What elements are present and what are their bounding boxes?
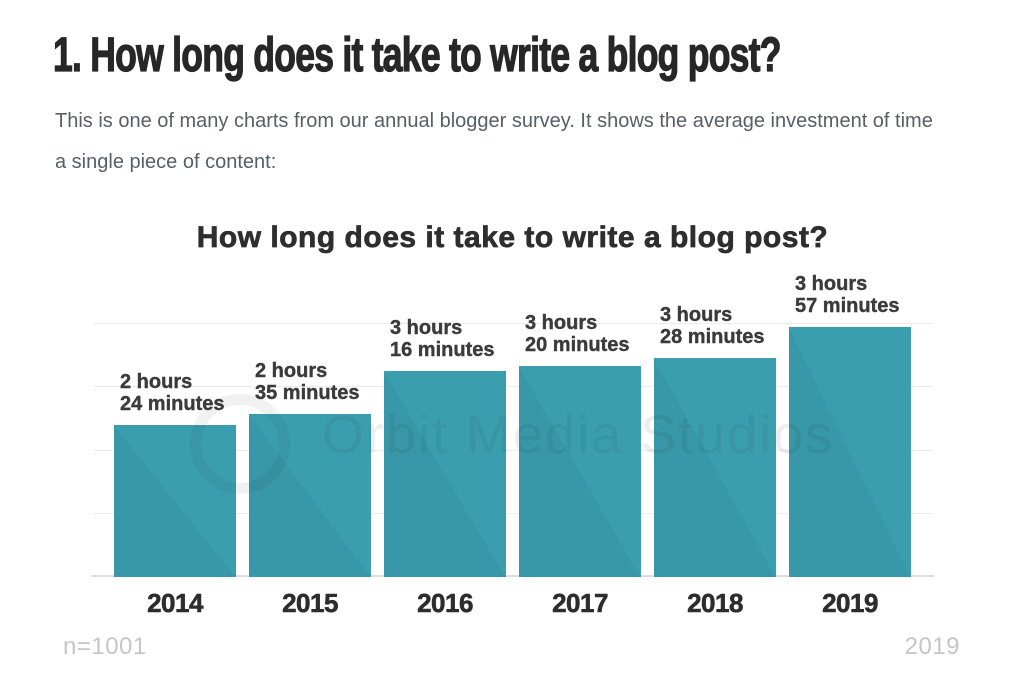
bar-value-label-line: 3 hours	[660, 303, 733, 326]
chart-plot-area: 2 hours 24 minutes 2014 2 hours 35 minutes 20…	[91, 273, 934, 618]
bar-value-label-line: 3 hours	[525, 312, 598, 335]
bar-value-label-line: 3 hours	[795, 273, 868, 296]
gridline	[93, 323, 932, 325]
bar-value-label-line: 16 minutes	[390, 338, 495, 361]
bar-2015	[249, 413, 371, 577]
bar-value-label-2018: 3 hours 28 minutes	[660, 303, 765, 348]
gridline	[93, 512, 932, 514]
bar-value-label-2017: 3 hours 20 minutes	[525, 312, 630, 357]
intro-paragraph: This is one of many charts from our annu…	[55, 101, 933, 183]
x-axis-line	[91, 575, 934, 577]
bar-2016	[384, 370, 506, 577]
bar-value-label-2019: 3 hours 57 minutes	[795, 273, 900, 318]
intro-line-1: This is one of many charts from our annu…	[55, 110, 933, 132]
x-axis-label-2014: 2014	[147, 588, 204, 619]
bar-value-label-2014: 2 hours 24 minutes	[120, 371, 225, 416]
x-axis-label-2016: 2016	[417, 588, 474, 619]
bar-value-label-2015: 2 hours 35 minutes	[255, 359, 360, 404]
bar-2014	[114, 425, 236, 577]
gridline	[93, 386, 932, 388]
x-axis-label-2017: 2017	[552, 588, 609, 619]
bar-value-label-line: 24 minutes	[120, 393, 225, 416]
page-title: 1. How long does it take to write a blog…	[53, 28, 782, 82]
chart-title: How long does it take to write a blog po…	[196, 221, 829, 255]
x-axis-label-2015: 2015	[282, 588, 339, 619]
survey-year-note: 2019	[904, 633, 960, 660]
bar-2017	[519, 366, 641, 577]
sample-size-note: n=1001	[63, 633, 147, 660]
x-axis-label-2019: 2019	[822, 588, 879, 619]
x-axis-label-2018: 2018	[687, 588, 744, 619]
bar-value-label-line: 57 minutes	[795, 295, 900, 318]
intro-line-2: a single piece of content:	[55, 151, 277, 173]
gridline	[93, 449, 932, 451]
bar-2019	[789, 327, 911, 577]
bar-value-label-line: 3 hours	[390, 316, 463, 339]
bar-value-label-line: 20 minutes	[525, 334, 630, 357]
bar-value-label-2016: 3 hours 16 minutes	[390, 316, 495, 361]
bar-value-label-line: 2 hours	[255, 359, 328, 382]
bar-value-label-line: 28 minutes	[660, 325, 765, 348]
bar-value-label-line: 35 minutes	[255, 381, 360, 404]
bar-2018	[654, 357, 776, 577]
bar-value-label-line: 2 hours	[120, 371, 193, 394]
